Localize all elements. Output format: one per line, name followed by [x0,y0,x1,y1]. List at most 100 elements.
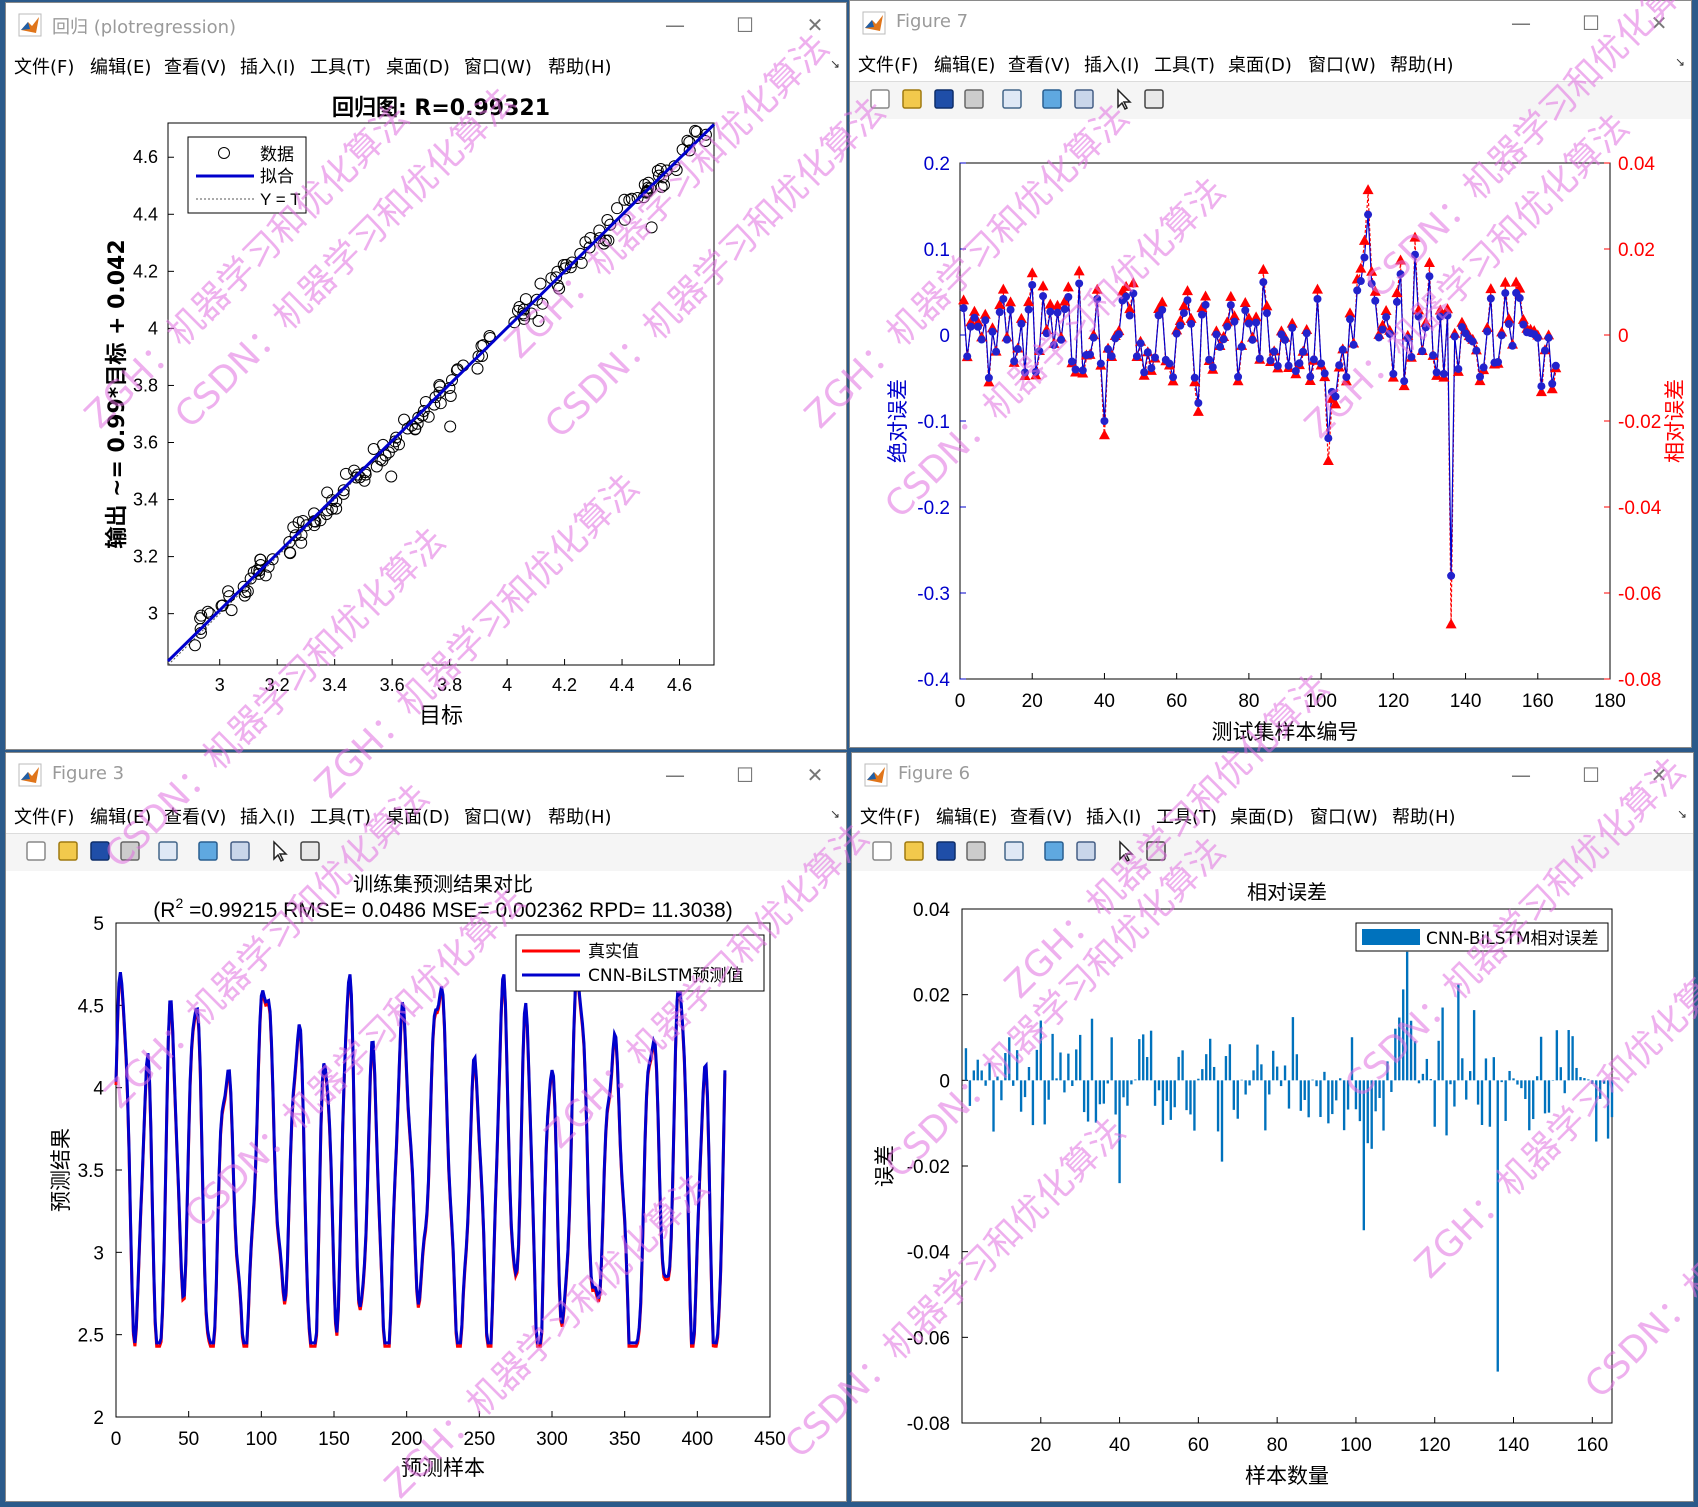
menu-help[interactable]: 帮助(H) [1392,807,1456,828]
menu-window[interactable]: 窗口(W) [464,57,532,78]
regression-window[interactable]: 回归 (plotregression) — ☐ ✕ 文件(F) 编辑(E) 查看… [5,2,847,750]
figure6-window[interactable]: Figure 6 — ☐ ✕ 文件(F) 编辑(E) 查看(V) 插入(I) 工… [851,752,1694,1502]
open-folder-icon[interactable] [900,87,924,111]
menu-insert[interactable]: 插入(I) [1084,55,1140,76]
menu-edit[interactable]: 编辑(E) [934,55,996,76]
pointer-icon[interactable] [1114,839,1138,863]
dock-arrow-icon[interactable]: ↘ [829,807,840,821]
menu-view[interactable]: 查看(V) [164,807,227,828]
dock-arrow-icon[interactable]: ↘ [829,57,840,71]
absolute-error-marker [1425,272,1434,281]
close-button[interactable]: ✕ [806,763,824,787]
figure3-titlebar[interactable]: Figure 3 — ☐ ✕ [6,753,846,797]
legend-icon[interactable] [1072,87,1096,111]
menu-file[interactable]: 文件(F) [858,55,919,76]
menu-help[interactable]: 帮助(H) [548,807,612,828]
menu-view[interactable]: 查看(V) [1010,807,1073,828]
y-tick-label: 3.4 [133,490,158,510]
menu-file[interactable]: 文件(F) [860,807,921,828]
menu-desktop[interactable]: 桌面(D) [386,807,450,828]
property-editor-icon[interactable] [1144,839,1168,863]
menu-desktop[interactable]: 桌面(D) [1228,55,1292,76]
new-file-icon[interactable] [868,87,892,111]
property-editor-icon[interactable] [1142,87,1166,111]
print-icon[interactable] [962,87,986,111]
menu-desktop[interactable]: 桌面(D) [386,57,450,78]
figure6-titlebar[interactable]: Figure 6 — ☐ ✕ [852,753,1693,797]
y-tick-label: 4.5 [78,996,104,1017]
relative-error-marker [1344,307,1356,318]
colorbar-icon[interactable] [1040,87,1064,111]
menu-tools[interactable]: 工具(T) [1154,55,1216,76]
legend-icon[interactable] [228,839,252,863]
menu-help[interactable]: 帮助(H) [1390,55,1454,76]
open-folder-icon[interactable] [902,839,926,863]
menu-tools[interactable]: 工具(T) [310,57,372,78]
absolute-error-marker [1259,278,1268,287]
menu-view[interactable]: 查看(V) [1008,55,1071,76]
maximize-button[interactable]: ☐ [1582,763,1600,787]
menu-file[interactable]: 文件(F) [14,57,75,78]
pointer-icon[interactable] [1112,87,1136,111]
figure7-window[interactable]: Figure 7 — ☐ ✕ 文件(F) 编辑(E) 查看(V) 插入(I) 工… [849,0,1692,748]
regression-titlebar[interactable]: 回归 (plotregression) — ☐ ✕ [6,3,846,47]
minimize-button[interactable]: — [1511,763,1531,787]
plot-box [959,162,1611,680]
save-icon[interactable] [934,839,958,863]
new-file-icon[interactable] [870,839,894,863]
relative-error-marker [1413,304,1425,315]
figure3-window[interactable]: Figure 3 — ☐ ✕ 文件(F) 编辑(E) 查看(V) 插入(I) 工… [5,752,847,1502]
maximize-button[interactable]: ☐ [1582,11,1600,35]
new-file-icon[interactable] [24,839,48,863]
error-bar [1421,1073,1425,1081]
dock-arrow-icon[interactable]: ↘ [1674,55,1685,69]
minimize-button[interactable]: — [665,13,685,37]
error-bar [1319,1080,1322,1118]
link-plot-icon[interactable] [156,839,180,863]
error-bar [1567,1030,1570,1081]
error-bar [1228,1044,1232,1081]
menu-tools[interactable]: 工具(T) [310,807,372,828]
close-button[interactable]: ✕ [1650,11,1668,35]
link-plot-icon[interactable] [1002,839,1026,863]
menu-edit[interactable]: 编辑(E) [90,807,152,828]
menu-help[interactable]: 帮助(H) [548,57,612,78]
menu-edit[interactable]: 编辑(E) [936,807,998,828]
absolute-error-marker [1021,368,1029,377]
menu-window[interactable]: 窗口(W) [464,807,532,828]
pointer-icon[interactable] [268,839,292,863]
menu-insert[interactable]: 插入(I) [1086,807,1142,828]
data-point [471,362,484,375]
minimize-button[interactable]: — [1511,11,1531,35]
menu-desktop[interactable]: 桌面(D) [1230,807,1294,828]
absolute-error-marker [1396,270,1405,279]
open-folder-icon[interactable] [56,839,80,863]
relative-error-marker [1023,296,1035,307]
close-button[interactable]: ✕ [806,13,824,37]
print-icon[interactable] [964,839,988,863]
menu-edit[interactable]: 编辑(E) [90,57,152,78]
colorbar-icon[interactable] [196,839,220,863]
menu-insert[interactable]: 插入(I) [240,57,296,78]
dock-arrow-icon[interactable]: ↘ [1676,807,1687,821]
legend-icon[interactable] [1074,839,1098,863]
menu-view[interactable]: 查看(V) [164,57,227,78]
maximize-button[interactable]: ☐ [736,13,754,37]
colorbar-icon[interactable] [1042,839,1066,863]
error-bar [1145,1057,1149,1081]
menu-file[interactable]: 文件(F) [14,807,75,828]
close-button[interactable]: ✕ [1650,763,1668,787]
menu-window[interactable]: 窗口(W) [1310,807,1378,828]
minimize-button[interactable]: — [665,763,685,787]
save-icon[interactable] [88,839,112,863]
menu-insert[interactable]: 插入(I) [240,807,296,828]
link-plot-icon[interactable] [1000,87,1024,111]
menu-tools[interactable]: 工具(T) [1156,807,1218,828]
relative-error-marker [1398,380,1410,391]
print-icon[interactable] [118,839,142,863]
figure7-titlebar[interactable]: Figure 7 — ☐ ✕ [850,1,1691,45]
menu-window[interactable]: 窗口(W) [1308,55,1376,76]
save-icon[interactable] [932,87,956,111]
property-editor-icon[interactable] [298,839,322,863]
maximize-button[interactable]: ☐ [736,763,754,787]
